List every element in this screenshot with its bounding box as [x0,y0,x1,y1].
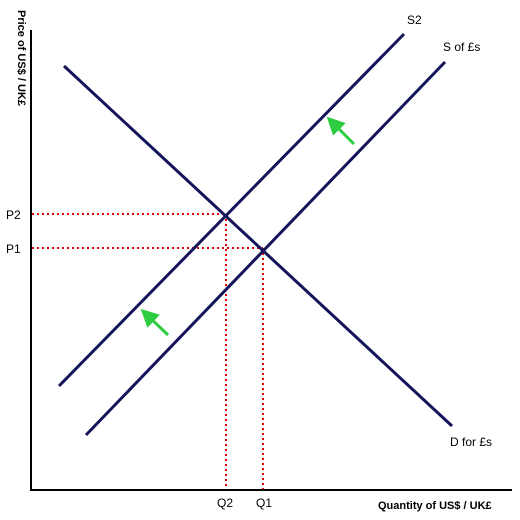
shift-arrow-upper [326,116,356,146]
supply-curve-original [84,60,447,437]
shift-arrow-lower [140,308,170,337]
y-axis-title: Price of US$ / UK£ [15,10,27,106]
quantity-label-q1: Q1 [256,496,272,510]
demand-curve [62,64,454,428]
supply-original-label: S of £s [443,40,480,54]
supply-curve-shifted [57,32,406,388]
price-label-p1: P1 [6,242,21,256]
demand-label: D for £s [450,435,492,449]
price-label-p2: P2 [6,208,21,222]
x-axis-title: Quantity of US$ / UK£ [378,500,492,512]
quantity-label-q2: Q2 [217,496,233,510]
supply-shifted-label: S2 [407,13,422,27]
